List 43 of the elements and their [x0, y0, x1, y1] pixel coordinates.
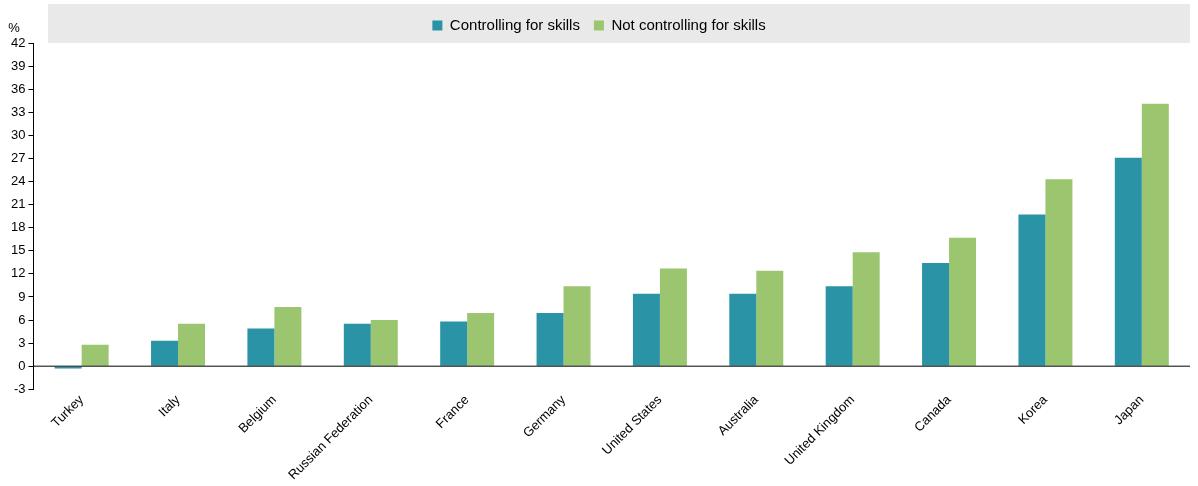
bar [467, 313, 495, 366]
legend-label: Not controlling for skills [611, 15, 766, 33]
y-tick-label: 12 [10, 265, 26, 281]
bar [659, 268, 687, 366]
bar [632, 293, 660, 366]
y-tick-label: 42 [10, 34, 26, 50]
legend-label: Controlling for skills [449, 15, 580, 33]
bar [178, 323, 206, 366]
y-tick-label: 30 [10, 126, 26, 142]
bar [563, 286, 591, 366]
bar [151, 340, 179, 366]
y-tick-label: 3 [18, 334, 26, 350]
bar [949, 237, 977, 366]
y-tick-label: 21 [10, 196, 26, 212]
bar [81, 344, 109, 366]
y-tick-label: 15 [10, 242, 26, 258]
bar [1045, 179, 1073, 366]
y-tick-label: -3 [13, 380, 26, 396]
y-tick-label: 18 [10, 219, 26, 235]
y-tick-label: 24 [10, 173, 26, 189]
y-tick-label: 27 [10, 150, 26, 165]
bar [370, 320, 398, 366]
bar [756, 270, 784, 366]
bar [1141, 103, 1169, 366]
y-tick-label: 0 [18, 357, 26, 373]
bar [852, 252, 880, 366]
bar [1114, 157, 1142, 366]
bar [343, 323, 371, 366]
y-tick-label: 39 [10, 57, 26, 73]
y-tick-label: 9 [18, 288, 26, 304]
y-tick-label: 33 [10, 103, 26, 119]
bar [440, 321, 468, 366]
bar [825, 286, 853, 366]
bar [729, 293, 757, 366]
y-tick-label: 6 [18, 311, 26, 327]
bar [247, 328, 275, 366]
y-tick-label: 36 [10, 80, 26, 96]
bar [536, 313, 564, 366]
y-axis-title: % [8, 20, 21, 36]
x-tick-label: Italy [155, 391, 184, 420]
bar [274, 306, 302, 366]
bar [922, 263, 950, 366]
bar [1018, 214, 1046, 366]
